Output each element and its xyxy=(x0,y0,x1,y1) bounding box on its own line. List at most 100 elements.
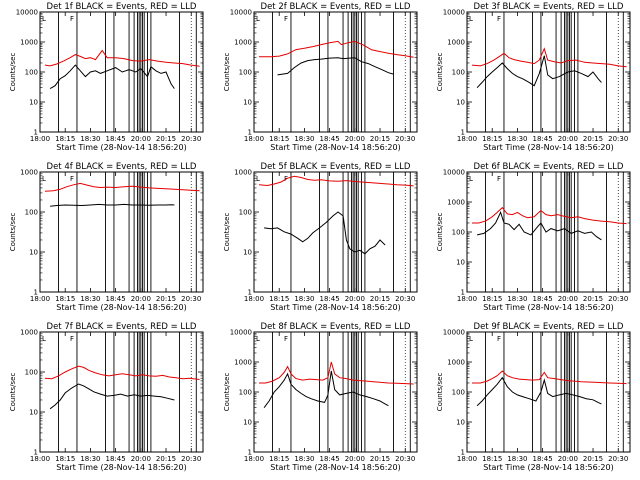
series-line-black xyxy=(50,203,175,207)
x-axis-label: Start Time (28-Nov-14 18:56:20) xyxy=(483,143,613,152)
x-tick-label: 18:30 xyxy=(294,455,314,463)
y-tick-label: 1000 xyxy=(447,359,465,367)
corner-tag: F xyxy=(70,175,74,183)
x-tick-label: 20:00 xyxy=(345,135,365,143)
y-tick-label: 1000 xyxy=(447,199,465,207)
x-tick-label: 18:15 xyxy=(269,455,289,463)
plot-frame xyxy=(253,331,418,453)
plot-frame xyxy=(253,11,418,133)
x-tick-label: 18:45 xyxy=(533,135,553,143)
series-line-red xyxy=(44,182,200,192)
y-axis-label: Counts/sec xyxy=(223,53,231,92)
x-tick-label: 18:00 xyxy=(244,455,264,463)
series-line-red xyxy=(44,49,200,67)
corner-tag: L xyxy=(256,15,260,23)
x-tick-label: 20:15 xyxy=(156,295,176,303)
series-line-red xyxy=(258,175,414,187)
x-axis-label: Start Time (28-Nov-14 18:56:20) xyxy=(56,463,186,472)
x-tick-label: 18:00 xyxy=(244,295,264,303)
series-line-black xyxy=(49,383,175,410)
x-tick-label: 18:00 xyxy=(457,135,477,143)
x-tick-label: 18:45 xyxy=(533,295,553,303)
x-tick-label: 18:30 xyxy=(507,135,527,143)
x-tick-label: 18:00 xyxy=(457,455,477,463)
x-tick-label: 18:30 xyxy=(294,135,314,143)
x-tick-label: 18:45 xyxy=(106,295,126,303)
x-tick-label: 18:00 xyxy=(457,295,477,303)
y-tick-label: 1000 xyxy=(20,329,38,337)
y-tick-label: 1 xyxy=(248,129,252,137)
corner-tag: L xyxy=(42,175,46,183)
x-axis-label: Start Time (28-Nov-14 18:56:20) xyxy=(270,303,400,312)
x-tick-label: 18:00 xyxy=(30,135,50,143)
y-tick-label: 1 xyxy=(461,449,465,457)
x-tick-label: 20:00 xyxy=(558,135,578,143)
corner-tag: L xyxy=(42,15,46,23)
chart-title: Det 5f BLACK = Events, RED = LLD xyxy=(261,162,411,172)
y-tick-label: 100 xyxy=(239,389,252,397)
x-tick-label: 20:15 xyxy=(370,295,390,303)
y-tick-label: 10 xyxy=(456,99,465,107)
chart-panel-9: Det 9f BLACK = Events, RED = LLD 18:00 18:… xyxy=(436,322,631,472)
y-tick-label: 1000 xyxy=(20,169,38,177)
chart-panel-5: Det 5f BLACK = Events, RED = LLD 18:00 18:… xyxy=(223,162,418,312)
plot-frame xyxy=(39,171,204,293)
series-line-black xyxy=(49,64,175,90)
series-line-red xyxy=(259,40,414,58)
corner-tag: L xyxy=(256,335,260,343)
x-tick-label: 20:30 xyxy=(608,295,628,303)
plot-frame xyxy=(466,11,631,133)
y-tick-label: 1 xyxy=(34,449,38,457)
y-tick-label: 100 xyxy=(452,229,465,237)
y-tick-label: 10000 xyxy=(443,9,465,17)
x-tick-label: 20:15 xyxy=(156,135,176,143)
y-tick-label: 100 xyxy=(239,69,252,77)
x-tick-label: 20:30 xyxy=(608,455,628,463)
x-tick-label: 20:00 xyxy=(558,455,578,463)
chart-panel-2: Det 2f BLACK = Events, RED = LLD 18:00 18:… xyxy=(223,2,418,152)
y-tick-label: 10000 xyxy=(230,329,252,337)
y-tick-label: 1 xyxy=(248,289,252,297)
chart-title: Det 6f BLACK = Events, RED = LLD xyxy=(474,162,624,172)
y-tick-label: 10000 xyxy=(443,169,465,177)
x-tick-label: 18:45 xyxy=(320,295,340,303)
plot-frame xyxy=(466,331,631,453)
corner-tag: F xyxy=(497,175,501,183)
corner-tag: L xyxy=(256,175,260,183)
x-tick-label: 20:30 xyxy=(395,135,415,143)
x-tick-label: 20:00 xyxy=(345,295,365,303)
x-tick-label: 18:00 xyxy=(30,455,50,463)
y-tick-label: 1 xyxy=(461,289,465,297)
corner-tag: L xyxy=(469,175,473,183)
chart-title: Det 1f BLACK = Events, RED = LLD xyxy=(47,2,197,12)
corner-tag: L xyxy=(469,15,473,23)
corner-tag: F xyxy=(497,335,501,343)
y-tick-label: 1000 xyxy=(234,169,252,177)
x-tick-label: 20:30 xyxy=(181,455,201,463)
chart-panel-7: Det 7f BLACK = Events, RED = LLD 18:00 18:… xyxy=(9,322,204,472)
x-tick-label: 18:15 xyxy=(55,135,75,143)
x-tick-label: 18:30 xyxy=(80,295,100,303)
x-tick-label: 18:15 xyxy=(269,295,289,303)
y-tick-label: 100 xyxy=(25,369,38,377)
y-tick-label: 1 xyxy=(34,129,38,137)
series-line-black xyxy=(264,211,386,255)
x-tick-label: 18:45 xyxy=(106,455,126,463)
y-tick-label: 10 xyxy=(29,409,38,417)
y-axis-label: Counts/sec xyxy=(436,213,444,252)
x-tick-label: 18:00 xyxy=(244,135,264,143)
y-tick-label: 10 xyxy=(456,419,465,427)
series-line-black xyxy=(476,55,602,89)
plot-frame xyxy=(253,171,418,293)
x-tick-label: 18:45 xyxy=(106,135,126,143)
x-tick-label: 20:30 xyxy=(181,295,201,303)
x-tick-label: 18:30 xyxy=(80,455,100,463)
x-tick-label: 18:45 xyxy=(320,135,340,143)
y-tick-label: 1000 xyxy=(234,39,252,47)
plot-frame xyxy=(39,331,204,453)
corner-tag: F xyxy=(70,335,74,343)
x-tick-label: 20:30 xyxy=(395,295,415,303)
x-tick-label: 18:30 xyxy=(80,135,100,143)
y-tick-label: 100 xyxy=(239,209,252,217)
x-tick-label: 18:15 xyxy=(55,295,75,303)
